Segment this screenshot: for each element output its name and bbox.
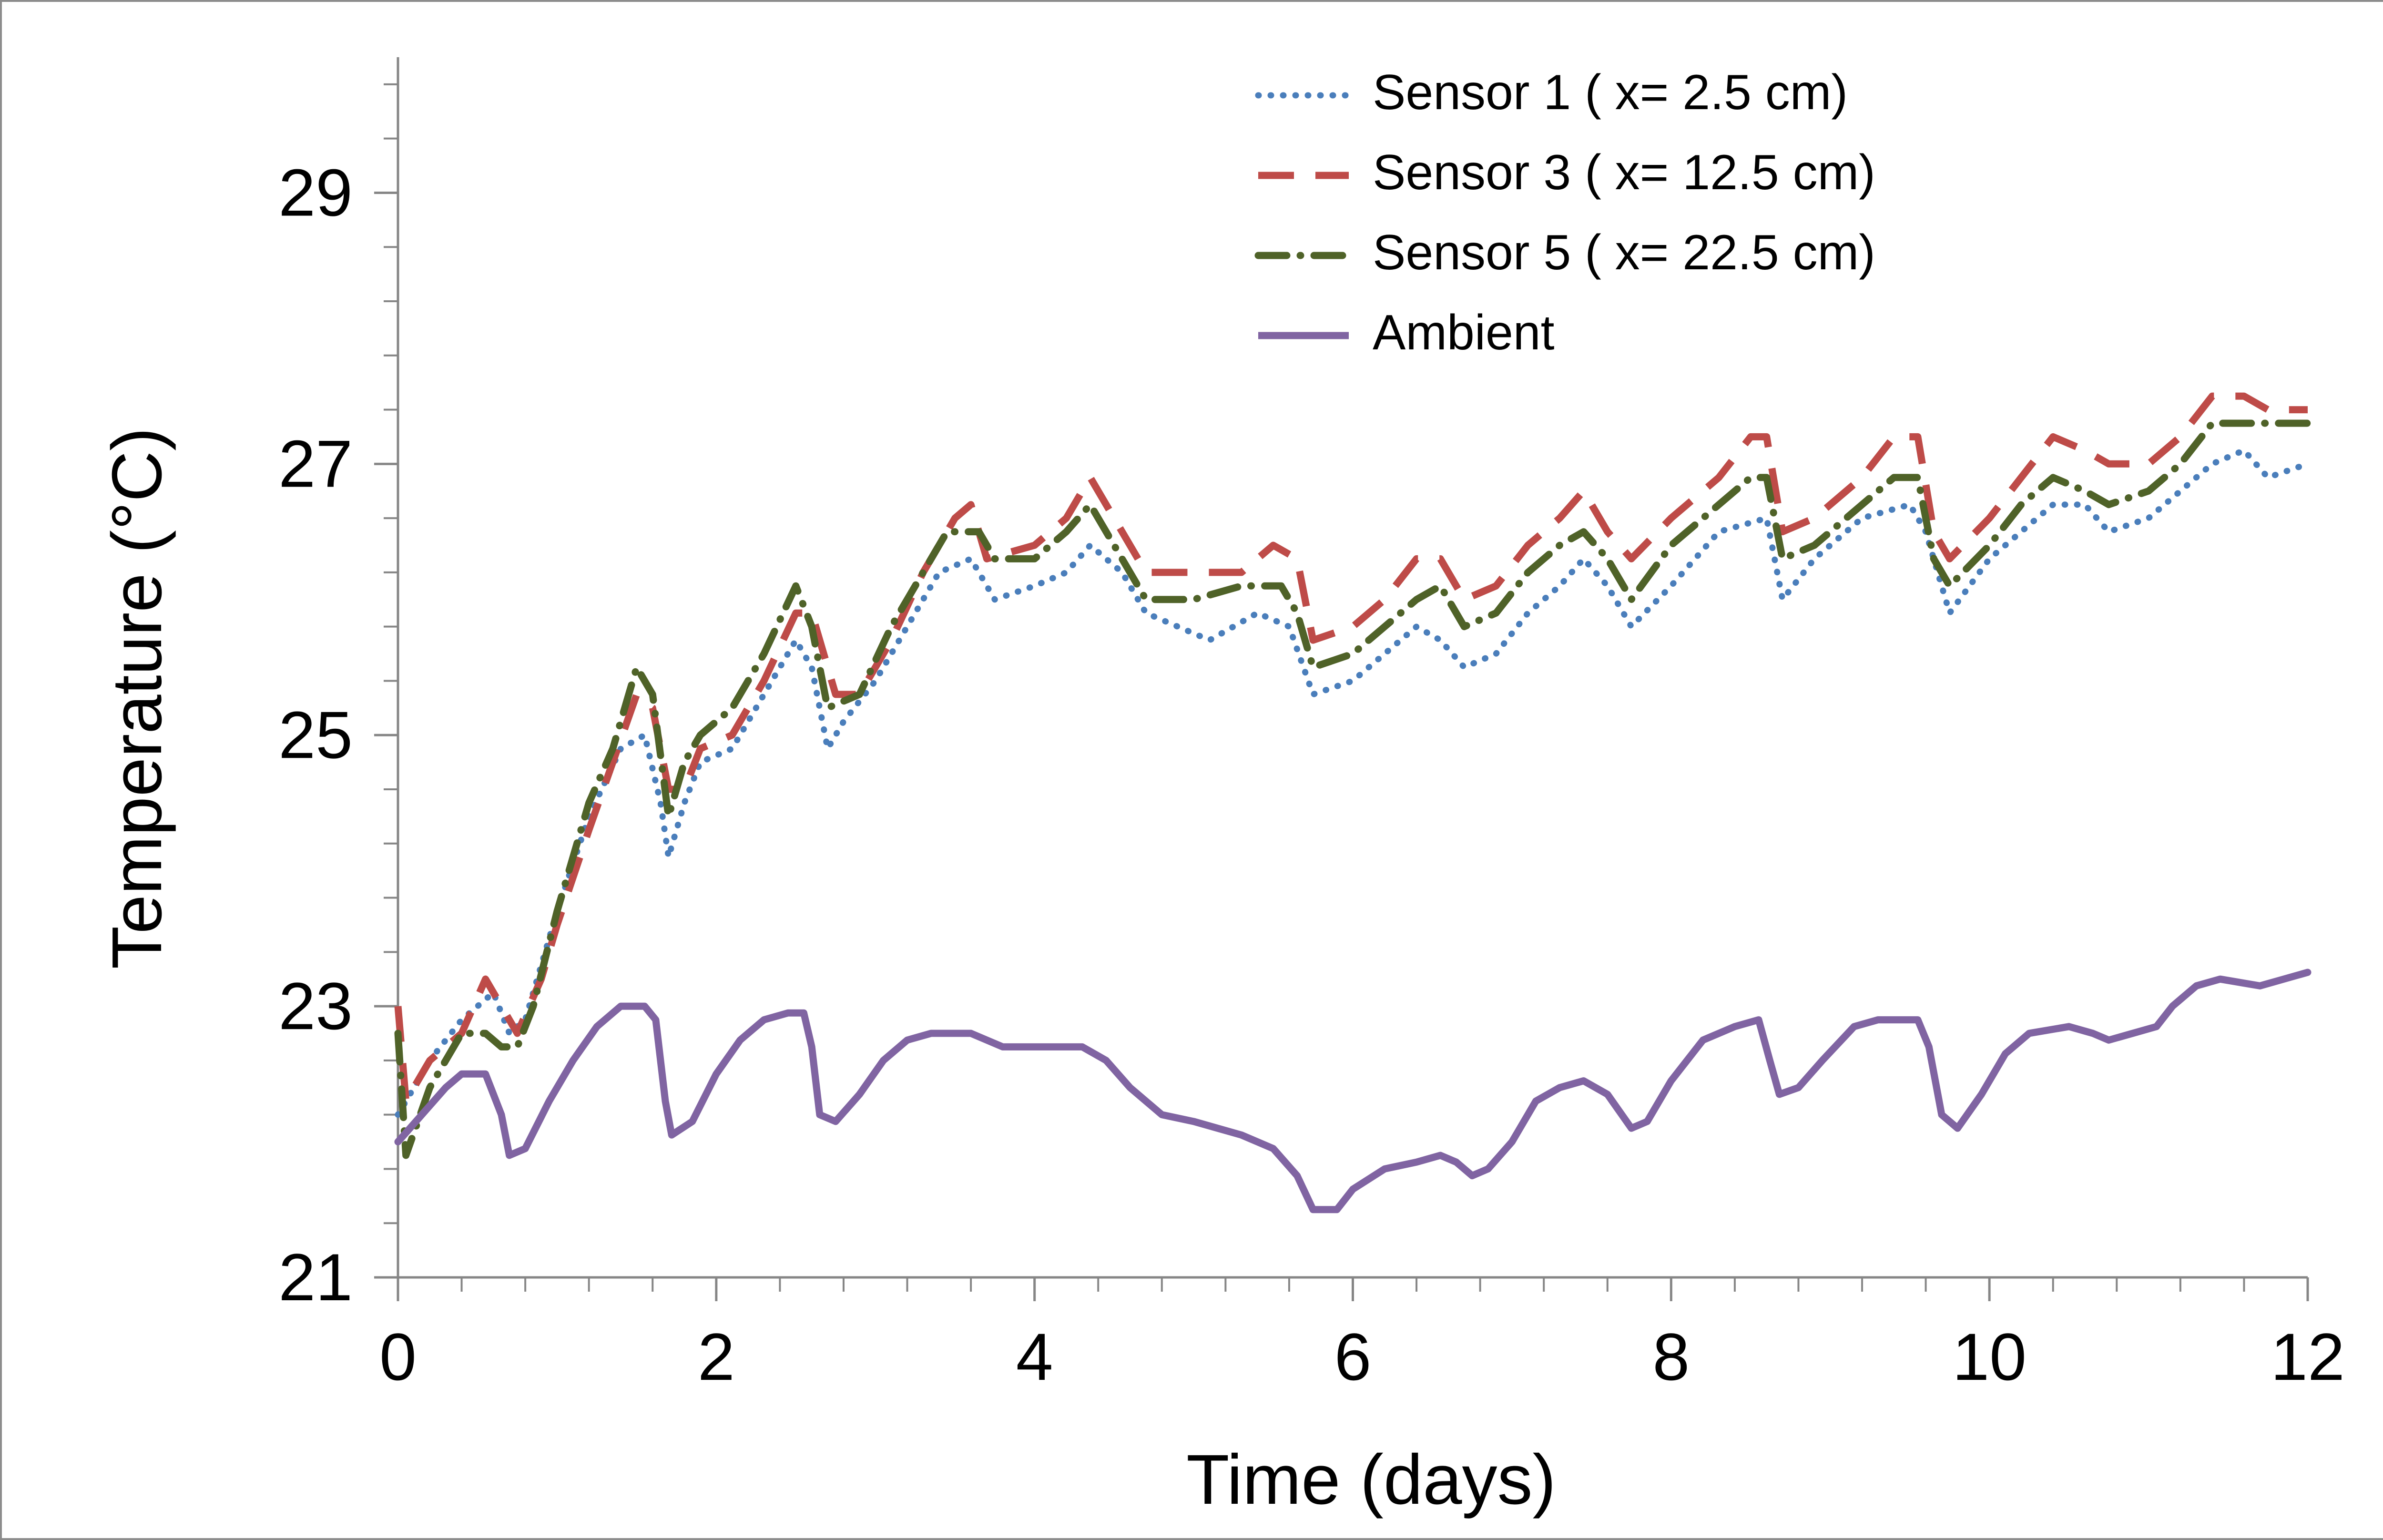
y-tick-label: 27	[278, 426, 353, 501]
series-line-sensor-5-x-22-5-cm	[394, 419, 2312, 1159]
x-tick-label: 8	[1652, 1319, 1690, 1394]
y-tick-label: 29	[278, 155, 353, 230]
x-tick-label: 2	[698, 1319, 735, 1394]
legend-label-sensor-5: Sensor 5 ( x= 22.5 cm)	[1373, 225, 1875, 280]
x-axis-title: Time (days)	[1186, 1440, 1556, 1519]
series-layer	[394, 392, 2312, 1214]
y-axis-title: Temperature (°C)	[98, 428, 176, 969]
y-tick-label: 25	[278, 697, 353, 772]
x-tick-label: 12	[2271, 1319, 2345, 1394]
axes: 21 23 25 27 29 0 2 4 6 8 10 12	[278, 57, 2345, 1394]
x-tick-label: 10	[1952, 1319, 2027, 1394]
y-tick-label: 23	[278, 969, 353, 1043]
legend-label-ambient: Ambient	[1373, 305, 1555, 360]
legend-label-sensor-1: Sensor 1 ( x= 2.5 cm)	[1373, 65, 1848, 120]
series-line-ambient	[394, 969, 2312, 1214]
series-line-sensor-1-x-2-5-cm	[395, 447, 2311, 1118]
x-tick-label: 4	[1016, 1319, 1053, 1394]
series-line-sensor-3-x-12-5-cm	[394, 392, 2308, 1105]
x-tick-label: 0	[379, 1319, 417, 1394]
y-tick-label: 21	[278, 1240, 353, 1315]
x-tick-label: 6	[1334, 1319, 1372, 1394]
legend: Sensor 1 ( x= 2.5 cm) Sensor 3 ( x= 12.5…	[1254, 65, 1875, 360]
legend-label-sensor-3: Sensor 3 ( x= 12.5 cm)	[1373, 145, 1875, 200]
